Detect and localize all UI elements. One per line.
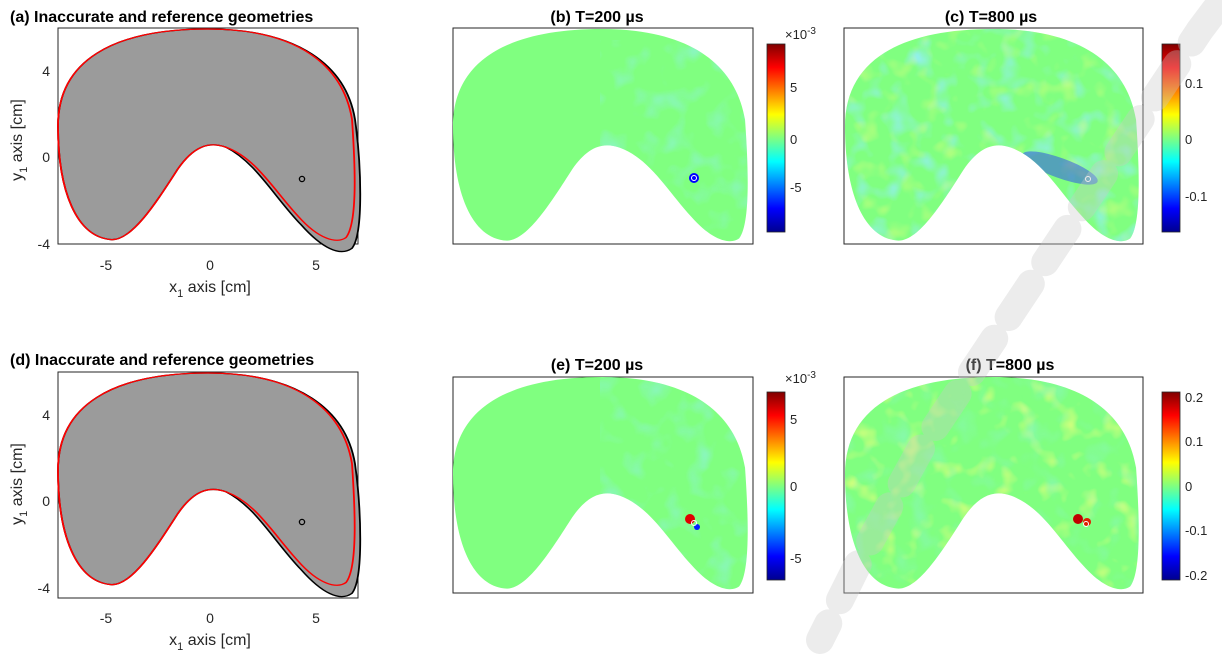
colorbar-b [766,43,786,233]
panel-f: (f) T=800 µs 0.2 0.1 0 -0.1 -0.2 [843,357,1207,594]
panel-c: (c) T=800 µs 0.1 0 -0.1 [843,9,1207,245]
source-marker [1085,176,1091,182]
colorbar-e [766,391,786,581]
colorbar-b-scale: ×10-3 [785,26,816,42]
source-spot [689,173,699,183]
y-tick: 4 [42,407,50,423]
colorbar-tick: 0.2 [1185,390,1203,405]
colorbar-tick: -5 [790,180,802,195]
source-spot [685,514,695,524]
panel-e-title: (e) T=200 µs [551,357,643,374]
y-axis-label: y1 axis [cm] [9,99,30,181]
x-tick: 5 [312,610,320,626]
colorbar-tick: 5 [790,80,797,95]
y-tick: -4 [38,580,51,596]
panel-a-title: (a) Inaccurate and reference geometries [10,9,313,26]
panel-e: (e) T=200 µs ×10-3 5 0 -5 [452,357,816,594]
watermark [806,0,1222,654]
colorbar-tick: 0 [1185,132,1192,147]
colorbar-tick: -0.1 [1185,189,1207,204]
source-marker [691,520,697,526]
colorbar-e-scale: ×10-3 [785,370,816,386]
x-tick: 0 [206,257,214,273]
x-tick: 5 [312,257,320,273]
panel-c-title: (c) T=800 µs [945,9,1037,26]
colorbar-tick: 0 [1185,479,1192,494]
colorbar-c [1161,43,1181,233]
colorbar-tick: -0.1 [1185,523,1207,538]
source-marker [298,518,306,526]
colorbar-tick: -5 [790,551,802,566]
x-axis-label: x1 axis [cm] [169,632,251,653]
y-axis-label: y1 axis [cm] [9,443,30,525]
panel-d-title: (d) Inaccurate and reference geometries [10,352,314,369]
panel-a: (a) Inaccurate and reference geometries … [9,9,360,300]
colorbar-f [1161,391,1181,581]
source-marker [1083,521,1089,527]
x-tick: -5 [100,610,113,626]
source-marker [691,175,697,181]
y-tick: -4 [38,236,51,252]
source-marker [298,175,306,183]
colorbar-tick: -0.2 [1185,568,1207,583]
x-tick: 0 [206,610,214,626]
panel-f-title: (f) T=800 µs [966,357,1055,374]
y-tick: 0 [42,149,50,165]
x-tick: -5 [100,257,113,273]
y-tick: 0 [42,493,50,509]
panel-d: (d) Inaccurate and reference geometries … [9,352,360,653]
colorbar-tick: 0.1 [1185,434,1203,449]
x-axis-label: x1 axis [cm] [169,279,251,300]
colorbar-tick: 5 [790,412,797,427]
colorbar-tick: 0 [790,479,797,494]
colorbar-tick: 0.1 [1185,76,1203,91]
colorbar-tick: 0 [790,132,797,147]
panel-b-title: (b) T=200 µs [550,9,643,26]
y-tick: 4 [42,63,50,79]
panel-b: (b) T=200 µs ×10-3 5 0 -5 [452,9,816,245]
